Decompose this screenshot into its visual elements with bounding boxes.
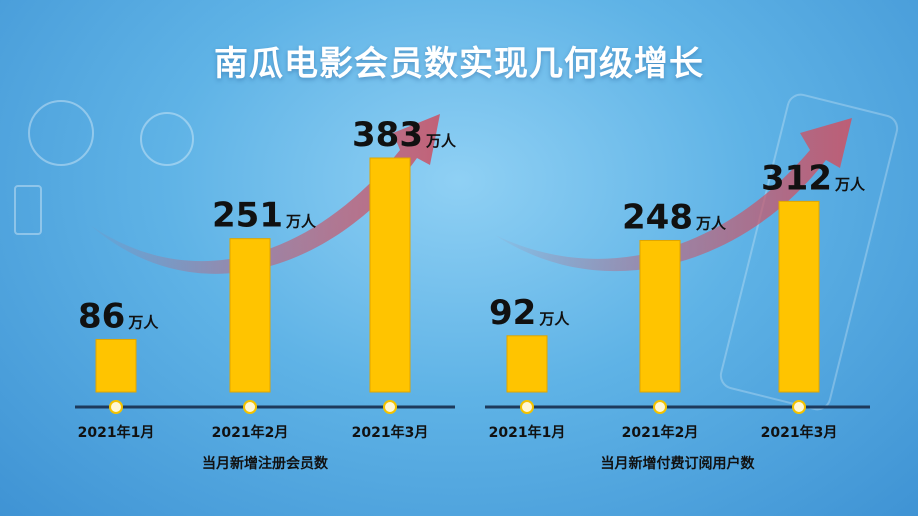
x-axis-label: 当月新增注册会员数: [202, 455, 329, 472]
value-number: 383: [352, 115, 423, 155]
page-title: 南瓜电影会员数实现几何级增长: [214, 44, 704, 84]
value-number: 92: [489, 293, 536, 333]
tick-marker: [243, 400, 257, 414]
phone-icon: [14, 185, 42, 235]
x-axis-label: 当月新增付费订阅用户数: [601, 455, 756, 472]
bar: [506, 335, 548, 393]
value-number: 312: [761, 158, 832, 198]
x-tick-label: 2021年2月: [622, 424, 699, 441]
cloud-icon: [28, 100, 94, 166]
x-tick-label: 2021年2月: [212, 424, 289, 441]
x-tick-label: 2021年3月: [352, 424, 429, 441]
value-unit: 万人: [425, 132, 457, 150]
tick-marker: [109, 400, 123, 414]
value-label: 251 万人: [212, 196, 317, 236]
tick-marker: [520, 400, 534, 414]
tick-marker: [653, 400, 667, 414]
value-number: 86: [78, 296, 125, 336]
tick-marker: [792, 400, 806, 414]
tick-marker: [383, 400, 397, 414]
value-label: 86 万人: [78, 296, 159, 336]
value-label: 312 万人: [761, 158, 866, 198]
bar: [95, 338, 137, 393]
value-number: 251: [212, 196, 283, 236]
value-unit: 万人: [695, 214, 727, 232]
value-number: 248: [622, 197, 693, 237]
value-unit: 万人: [538, 310, 570, 328]
bar: [778, 200, 820, 393]
video-icon: [140, 112, 194, 166]
x-tick-label: 2021年1月: [489, 424, 566, 441]
value-unit: 万人: [127, 313, 159, 331]
trend-arrow: [495, 118, 852, 272]
value-unit: 万人: [834, 175, 866, 193]
x-tick-label: 2021年1月: [78, 424, 155, 441]
value-label: 383 万人: [352, 115, 457, 155]
bar: [229, 238, 271, 393]
value-unit: 万人: [285, 213, 317, 231]
x-tick-label: 2021年3月: [761, 424, 838, 441]
bar: [369, 157, 411, 393]
value-label: 248 万人: [622, 197, 727, 237]
value-label: 92 万人: [489, 293, 570, 333]
bar: [639, 239, 681, 393]
